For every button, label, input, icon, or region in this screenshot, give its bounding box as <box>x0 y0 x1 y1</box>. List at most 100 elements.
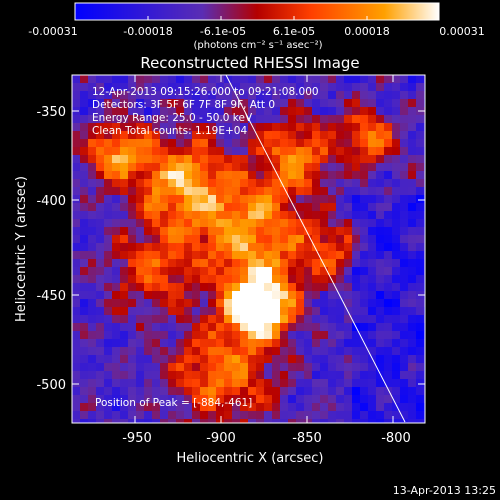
image-pixel <box>120 203 128 211</box>
image-pixel <box>232 419 240 423</box>
image-pixel <box>232 171 240 179</box>
image-pixel <box>264 115 272 123</box>
image-pixel <box>264 403 272 411</box>
image-pixel <box>160 363 168 371</box>
image-pixel <box>368 411 376 419</box>
image-pixel <box>184 307 192 315</box>
image-pixel <box>184 411 192 419</box>
image-pixel <box>360 291 368 299</box>
image-pixel <box>152 251 160 259</box>
image-pixel <box>280 123 288 131</box>
image-pixel <box>224 419 232 423</box>
image-pixel <box>184 171 192 179</box>
image-pixel <box>160 219 168 227</box>
image-pixel <box>176 259 184 267</box>
image-pixel <box>416 371 424 379</box>
image-pixel <box>152 323 160 331</box>
image-pixel <box>88 403 96 411</box>
image-pixel <box>240 323 248 331</box>
image-pixel <box>96 243 104 251</box>
image-pixel <box>280 283 288 291</box>
image-pixel <box>200 403 208 411</box>
image-pixel <box>96 91 104 99</box>
image-pixel <box>152 411 160 419</box>
axis-ticks <box>72 75 425 423</box>
image-pixel <box>120 251 128 259</box>
image-pixel <box>344 339 352 347</box>
image-pixel <box>96 219 104 227</box>
image-pixel <box>272 403 280 411</box>
image-pixel <box>344 107 352 115</box>
image-pixel <box>200 195 208 203</box>
image-pixel <box>328 139 336 147</box>
image-pixel <box>288 379 296 387</box>
image-pixel <box>80 259 88 267</box>
image-pixel <box>336 283 344 291</box>
image-pixel <box>216 99 224 107</box>
image-pixel <box>408 179 416 187</box>
image-pixel <box>144 155 152 163</box>
image-pixel <box>408 83 416 91</box>
image-pixel <box>168 147 176 155</box>
image-pixel <box>288 251 296 259</box>
image-pixel <box>208 331 216 339</box>
image-pixel <box>328 107 336 115</box>
image-pixel <box>88 347 96 355</box>
image-pixel <box>112 315 120 323</box>
image-pixel <box>72 411 80 419</box>
image-pixel <box>264 363 272 371</box>
image-pixel <box>216 163 224 171</box>
image-pixel <box>384 147 392 155</box>
image-pixel <box>104 307 112 315</box>
image-pixel <box>384 411 392 419</box>
image-pixel <box>248 123 256 131</box>
image-pixel <box>120 243 128 251</box>
image-pixel <box>344 267 352 275</box>
image-pixel <box>256 131 264 139</box>
image-pixel <box>344 203 352 211</box>
image-pixel <box>192 315 200 323</box>
image-pixel <box>192 227 200 235</box>
image-pixel <box>296 203 304 211</box>
image-pixel <box>112 251 120 259</box>
image-pixel <box>136 83 144 91</box>
image-pixel <box>88 371 96 379</box>
image-pixel <box>96 395 104 403</box>
image-pixel <box>240 211 248 219</box>
image-pixel <box>312 251 320 259</box>
image-pixel <box>368 99 376 107</box>
image-pixel <box>360 187 368 195</box>
image-pixel <box>328 331 336 339</box>
image-pixel <box>336 379 344 387</box>
image-pixel <box>128 387 136 395</box>
image-pixel <box>96 363 104 371</box>
image-pixel <box>360 147 368 155</box>
image-pixel <box>176 291 184 299</box>
image-pixel <box>72 395 80 403</box>
image-pixel <box>96 83 104 91</box>
image-pixel <box>296 91 304 99</box>
image-pixel <box>304 299 312 307</box>
image-pixel <box>392 187 400 195</box>
image-pixel <box>272 75 280 83</box>
image-pixel <box>224 203 232 211</box>
image-pixel <box>328 155 336 163</box>
image-pixel <box>312 387 320 395</box>
image-pixel <box>416 411 424 419</box>
image-pixel <box>400 155 408 163</box>
image-pixel <box>80 91 88 99</box>
image-pixel <box>216 227 224 235</box>
image-pixel <box>272 195 280 203</box>
image-pixel <box>176 227 184 235</box>
image-pixel <box>88 195 96 203</box>
image-pixel <box>200 171 208 179</box>
image-pixel <box>152 307 160 315</box>
image-pixel <box>112 307 120 315</box>
image-pixel <box>216 291 224 299</box>
image-pixel <box>280 299 288 307</box>
image-pixel <box>384 163 392 171</box>
image-pixel <box>240 387 248 395</box>
image-pixel <box>416 315 424 323</box>
image-pixel <box>208 147 216 155</box>
